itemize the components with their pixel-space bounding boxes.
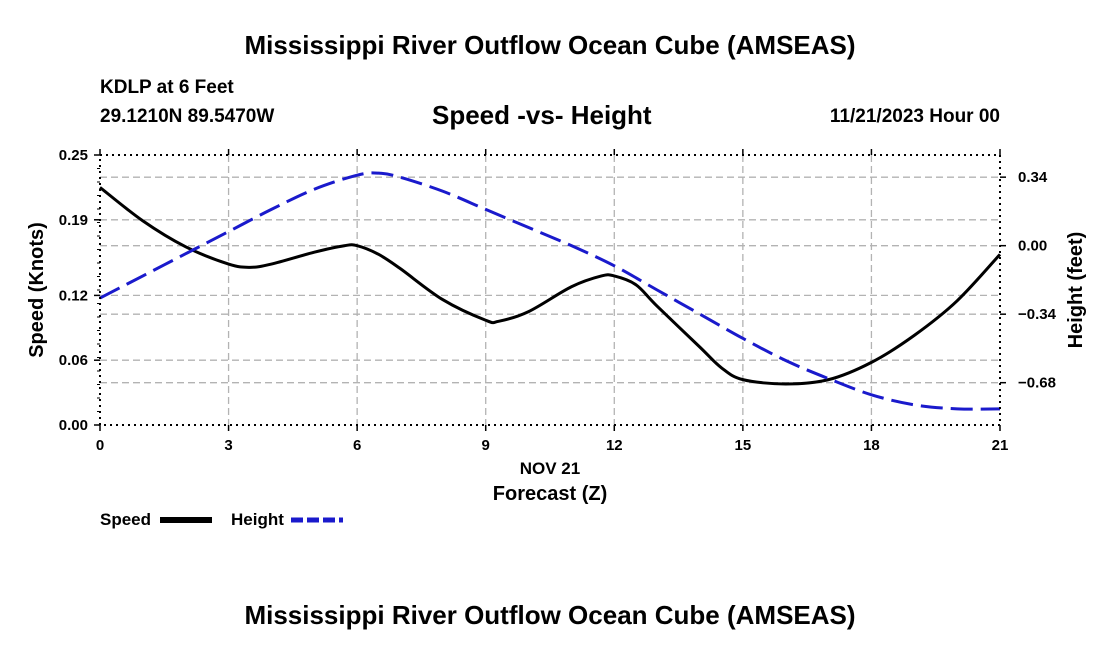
- coordinates-label: 29.1210N 89.5470W: [100, 106, 275, 127]
- station-label: KDLP at 6 Feet: [100, 77, 234, 98]
- x-tick-label: 3: [224, 437, 232, 454]
- x-tick-label: 6: [353, 437, 361, 454]
- grid: [100, 155, 1000, 425]
- y-tick-label: 0.06: [59, 352, 88, 369]
- x-tick-label: 9: [482, 437, 490, 454]
- bottom-title: Mississippi River Outflow Ocean Cube (AM…: [244, 600, 856, 630]
- forecast-date: 11/21/2023 Hour 00: [829, 106, 1000, 127]
- speed-height-chart: 0 3 6 9 12 15 18 21 0.00 0.06 0.12 0.19 0.25 −0.68 −0.…: [26, 147, 1087, 529]
- chart-title: Mississippi River Outflow Ocean Cube (AM…: [244, 30, 856, 60]
- x-axis-date-label: NOV 21: [520, 459, 580, 478]
- legend: Speed Height: [100, 510, 343, 529]
- y-tick-label: 0.12: [59, 287, 88, 304]
- y-tick-label: 0.19: [59, 212, 88, 229]
- x-tick-label: 18: [863, 437, 880, 454]
- y2-tick-label: 0.34: [1018, 169, 1048, 186]
- x-tick-label: 12: [606, 437, 623, 454]
- legend-label-speed: Speed: [100, 510, 151, 529]
- plot-frame: [99, 154, 1001, 426]
- y-tick-label: 0.25: [59, 147, 88, 164]
- series-line-speed: [99, 186, 1002, 386]
- y-axis-label: Speed (Knots): [26, 222, 48, 358]
- y2-tick-label: −0.68: [1018, 375, 1056, 392]
- y2-axis-label: Height (feet): [1065, 232, 1087, 349]
- legend-label-height: Height: [231, 510, 284, 529]
- series-line-height: [99, 171, 1001, 411]
- series: [99, 171, 1002, 411]
- y2-tick-label: −0.34: [1018, 306, 1057, 323]
- y2-tick-label: 0.00: [1018, 238, 1047, 255]
- x-tick-label: 21: [992, 437, 1009, 454]
- chart-subtitle: Speed -vs- Height: [432, 100, 652, 130]
- axes: 0 3 6 9 12 15 18 21 0.00 0.06 0.12 0.19 0.25 −0.68 −0.…: [59, 147, 1057, 454]
- x-axis-label: Forecast (Z): [493, 483, 607, 505]
- y-tick-label: 0.00: [59, 417, 88, 434]
- x-tick-label: 0: [96, 437, 104, 454]
- x-tick-label: 15: [735, 437, 752, 454]
